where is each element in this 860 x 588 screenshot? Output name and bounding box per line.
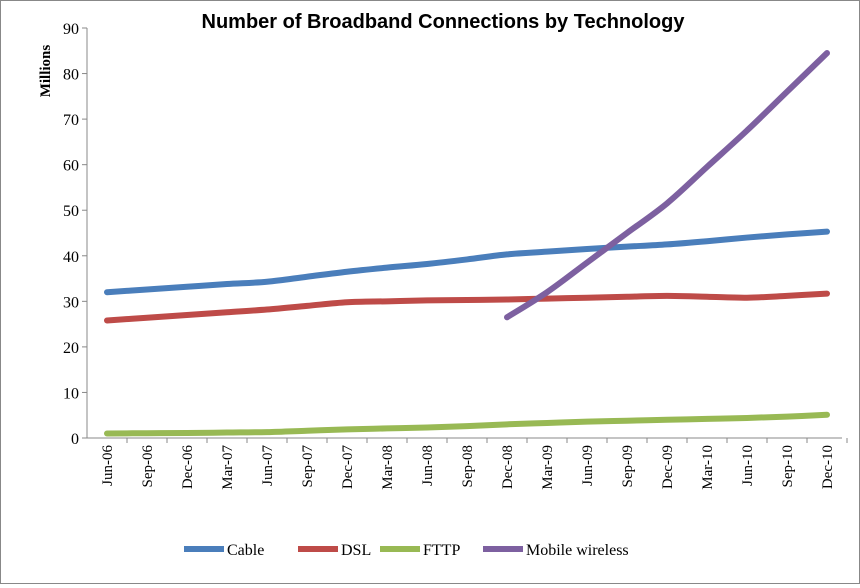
x-tick-label: Sep-07 (300, 445, 316, 488)
x-tick-label: Sep-08 (460, 445, 476, 488)
series-line-mobile-wireless (504, 50, 830, 321)
y-tick-label: 70 (63, 112, 79, 129)
y-tick-label: 50 (63, 203, 79, 220)
chart-title: Number of Broadband Connections by Techn… (202, 11, 686, 33)
x-tick-label: Jun-06 (100, 445, 116, 486)
legend-label: DSL (341, 542, 371, 559)
y-tick-label: 10 (63, 385, 79, 402)
y-tick-label: 60 (63, 158, 79, 175)
y-tick-label: 0 (71, 431, 79, 448)
y-axis-label: Millions (38, 45, 54, 98)
x-tick-label: Jun-08 (420, 445, 436, 486)
y-tick-label: 20 (63, 340, 79, 357)
x-tick-label: Mar-10 (700, 445, 716, 490)
x-tick-label: Sep-09 (620, 445, 636, 488)
x-tick-label: Mar-08 (380, 445, 396, 490)
legend-label: Cable (227, 542, 264, 559)
x-tick-label: Jun-09 (580, 445, 596, 486)
legend-label: Mobile wireless (526, 542, 629, 559)
x-tick-label: Sep-06 (140, 445, 156, 488)
x-tick-label: Mar-07 (220, 445, 236, 490)
series-line-dsl (104, 290, 830, 324)
x-tick-label: Jun-10 (740, 445, 756, 486)
series-line-fttp (104, 411, 830, 437)
y-tick-label: 30 (63, 294, 79, 311)
x-tick-label: Dec-10 (820, 445, 836, 489)
y-tick-label: 90 (63, 21, 79, 38)
x-tick-label: Dec-07 (340, 445, 356, 490)
x-tick-label: Mar-09 (540, 445, 556, 490)
series-line-cable (104, 228, 830, 296)
y-tick-label: 40 (63, 249, 79, 266)
x-tick-label: Dec-06 (180, 445, 196, 490)
x-tick-label: Jun-07 (260, 445, 276, 486)
y-tick-label: 80 (63, 67, 79, 84)
legend-label: FTTP (423, 542, 460, 559)
x-tick-label: Dec-08 (500, 445, 516, 489)
x-tick-label: Dec-09 (660, 445, 676, 489)
x-tick-label: Sep-10 (780, 445, 796, 488)
